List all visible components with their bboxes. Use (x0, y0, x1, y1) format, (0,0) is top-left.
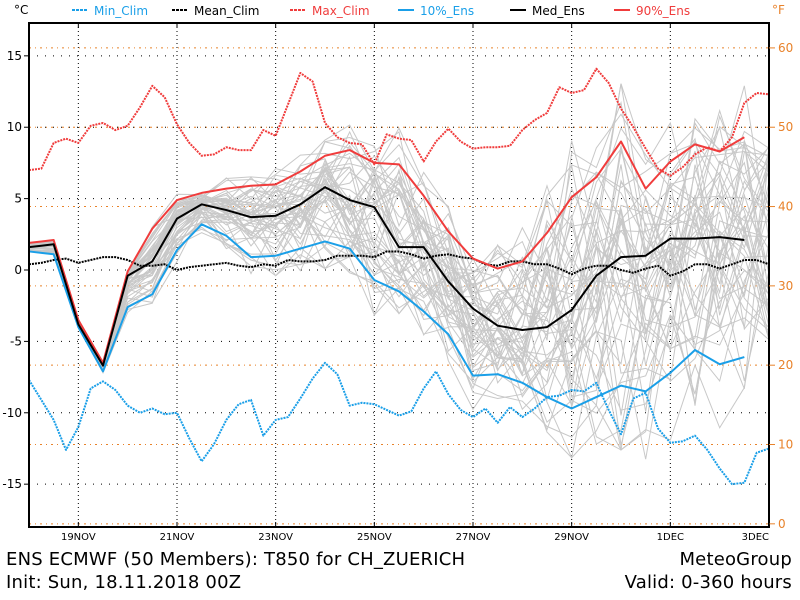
series-lines (28, 67, 770, 486)
series-line-med-ens (28, 186, 745, 367)
tick-label-fahrenheit: 50 (778, 120, 793, 134)
provider-label: MeteoGroup (679, 549, 792, 570)
tick-label-date: 19NOV (61, 532, 96, 543)
legend-label-mean-clim: Mean_Clim (194, 4, 259, 18)
ensemble-member-line (28, 206, 770, 460)
y-axis-label-fahrenheit: °F (772, 3, 785, 17)
legend: Min_Clim Mean_Clim Max_Clim 10%_Ens Med_Ens 9… (72, 4, 690, 18)
tick-label-date: 27NOV (456, 532, 491, 543)
tick-label-fahrenheit: 30 (778, 279, 793, 293)
tick-label-date: 23NOV (258, 532, 293, 543)
plot-frame-border (28, 22, 770, 528)
ensemble-member-line (28, 145, 770, 368)
ensemble-member-line (28, 205, 770, 451)
legend-label-med-ens: Med_Ens (532, 4, 585, 18)
y-axis-label-celsius: °C (14, 3, 28, 17)
tick-label-fahrenheit: 10 (778, 438, 793, 452)
tick-label-celsius: 15 (7, 49, 22, 63)
ensemble-member-line (28, 194, 770, 407)
ensemble-member-line (28, 205, 770, 445)
tick-label-fahrenheit: 60 (778, 41, 793, 55)
legend-label-min-clim: Min_Clim (94, 4, 148, 18)
legend-label-max-clim: Max_Clim (312, 4, 370, 18)
tick-label-fahrenheit: 40 (778, 200, 793, 214)
tick-label-date: 1DEC (657, 532, 684, 543)
valid-range: Valid: 0-360 hours (624, 572, 792, 593)
ensemble-member-line (28, 167, 770, 367)
legend-label-10-ens: 10%_Ens (420, 4, 474, 18)
tick-label-date: 21NOV (160, 532, 195, 543)
tick-label-celsius: -5 (10, 334, 22, 348)
series-line-10-ens (28, 223, 745, 410)
ensemble-member-line (28, 161, 770, 398)
ensemble-member-line (28, 198, 770, 412)
tick-label-date: 29NOV (554, 532, 589, 543)
tick-label-date: 3DEC (742, 532, 769, 543)
plot-frame (28, 22, 770, 528)
tick-label-celsius: 10 (7, 120, 22, 134)
ensemble-member-line (28, 83, 770, 364)
chart-title: ENS ECMWF (50 Members): T850 for CH_ZUER… (6, 549, 466, 570)
ensemble-member-line (28, 126, 770, 366)
ensemble-member-line (28, 179, 770, 403)
tick-label-celsius: -15 (2, 477, 22, 491)
ensemble-member-line (28, 177, 770, 375)
tick-label-celsius: 0 (14, 263, 22, 277)
ensemble-member-line (28, 130, 770, 367)
ensemble-member-line (28, 114, 770, 365)
ensemble-members (28, 83, 770, 460)
tick-label-fahrenheit: 0 (778, 517, 786, 531)
ensemble-member-line (28, 127, 770, 367)
series-line-min-clim (28, 361, 770, 486)
chart-subtitle: Init: Sun, 18.11.2018 00Z (6, 572, 242, 593)
tick-label-celsius: 5 (14, 192, 22, 206)
tick-label-date: 25NOV (357, 532, 392, 543)
series-line-mean-clim (28, 250, 770, 277)
tick-label-fahrenheit: 20 (778, 358, 793, 372)
series-line-90-ens (28, 136, 745, 364)
series-line-max-clim (28, 67, 770, 177)
ensemble-member-line (28, 189, 770, 446)
ensemble-member-line (28, 83, 770, 365)
tick-label-celsius: -10 (2, 406, 22, 420)
legend-label-90-ens: 90%_Ens (636, 4, 690, 18)
ensemble-member-line (28, 232, 770, 459)
